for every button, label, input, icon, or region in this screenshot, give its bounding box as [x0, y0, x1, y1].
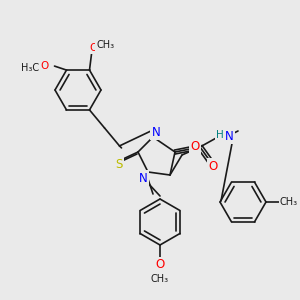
- Text: H: H: [216, 130, 224, 140]
- Text: O: O: [89, 43, 98, 53]
- Text: CH₃: CH₃: [96, 40, 115, 50]
- Text: H₃C: H₃C: [21, 63, 40, 73]
- Text: N: N: [225, 130, 233, 142]
- Text: N: N: [152, 125, 160, 139]
- Text: O: O: [190, 140, 200, 154]
- Text: CH₃: CH₃: [151, 274, 169, 284]
- Text: O: O: [208, 160, 217, 172]
- Text: CH₃: CH₃: [280, 197, 298, 207]
- Text: N: N: [139, 172, 147, 184]
- Text: S: S: [115, 158, 123, 170]
- Text: O: O: [155, 259, 165, 272]
- Text: O: O: [40, 61, 49, 71]
